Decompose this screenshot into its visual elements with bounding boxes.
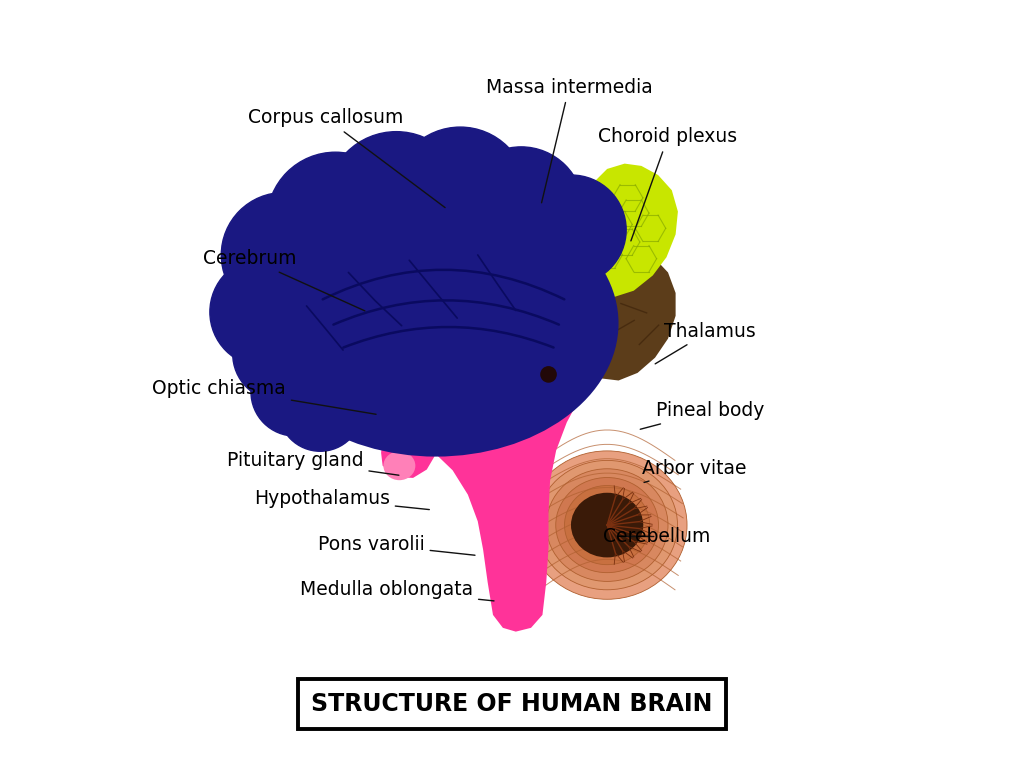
Polygon shape bbox=[390, 306, 585, 438]
Text: Pituitary gland: Pituitary gland bbox=[226, 451, 399, 475]
Text: Hypothalamus: Hypothalamus bbox=[254, 489, 429, 510]
Circle shape bbox=[210, 257, 319, 367]
Ellipse shape bbox=[253, 190, 618, 457]
Circle shape bbox=[267, 152, 403, 289]
Ellipse shape bbox=[546, 469, 668, 581]
Ellipse shape bbox=[564, 486, 650, 565]
Text: Optic chiasma: Optic chiasma bbox=[153, 379, 376, 414]
Circle shape bbox=[251, 348, 339, 436]
Polygon shape bbox=[582, 253, 676, 380]
Text: Cerebellum: Cerebellum bbox=[603, 527, 711, 546]
Ellipse shape bbox=[571, 493, 643, 557]
Circle shape bbox=[513, 317, 587, 390]
Text: STRUCTURE OF HUMAN BRAIN: STRUCTURE OF HUMAN BRAIN bbox=[311, 692, 713, 716]
Circle shape bbox=[232, 307, 327, 401]
Circle shape bbox=[279, 368, 362, 451]
Text: Cerebrum: Cerebrum bbox=[203, 250, 365, 310]
Circle shape bbox=[441, 300, 529, 388]
Text: Medulla oblongata: Medulla oblongata bbox=[300, 581, 494, 601]
Text: Corpus callosum: Corpus callosum bbox=[248, 109, 445, 208]
Circle shape bbox=[327, 132, 466, 272]
Polygon shape bbox=[386, 318, 592, 632]
Text: Pons varolii: Pons varolii bbox=[317, 535, 475, 556]
Text: Arbor vitae: Arbor vitae bbox=[642, 459, 746, 482]
Ellipse shape bbox=[537, 460, 678, 590]
Ellipse shape bbox=[556, 478, 658, 573]
Circle shape bbox=[541, 367, 556, 382]
Ellipse shape bbox=[527, 451, 687, 600]
Text: Thalamus: Thalamus bbox=[655, 322, 756, 364]
Text: Choroid plexus: Choroid plexus bbox=[598, 128, 737, 241]
Ellipse shape bbox=[383, 451, 416, 480]
Circle shape bbox=[375, 335, 459, 419]
Polygon shape bbox=[381, 417, 436, 478]
Circle shape bbox=[407, 312, 496, 400]
Text: Massa intermedia: Massa intermedia bbox=[485, 78, 652, 202]
Circle shape bbox=[221, 193, 346, 317]
Polygon shape bbox=[572, 164, 678, 297]
Circle shape bbox=[393, 127, 527, 261]
Text: Pineal body: Pineal body bbox=[640, 402, 764, 429]
Circle shape bbox=[480, 304, 559, 384]
Circle shape bbox=[459, 147, 584, 272]
Circle shape bbox=[516, 175, 626, 285]
